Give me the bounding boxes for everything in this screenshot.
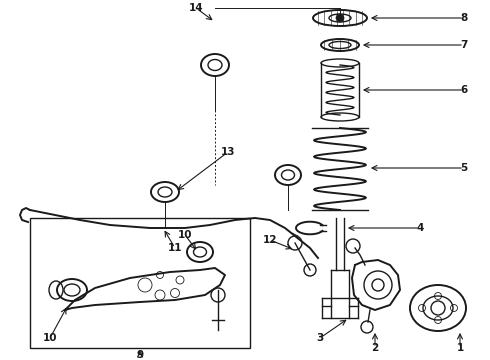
Text: 10: 10 <box>43 333 57 343</box>
Text: 5: 5 <box>461 163 467 173</box>
Circle shape <box>336 14 344 22</box>
Text: 9: 9 <box>136 350 144 360</box>
Text: 8: 8 <box>461 13 467 23</box>
Text: 11: 11 <box>168 243 182 253</box>
Text: 6: 6 <box>461 85 467 95</box>
Bar <box>30 218 250 348</box>
Text: 3: 3 <box>317 333 323 343</box>
Text: 4: 4 <box>416 223 424 233</box>
Text: 14: 14 <box>189 3 203 13</box>
Text: 12: 12 <box>263 235 277 245</box>
Text: 1: 1 <box>456 343 464 353</box>
Text: 13: 13 <box>221 147 235 157</box>
Text: 2: 2 <box>371 343 379 353</box>
Text: 10: 10 <box>178 230 192 240</box>
Text: 7: 7 <box>460 40 467 50</box>
